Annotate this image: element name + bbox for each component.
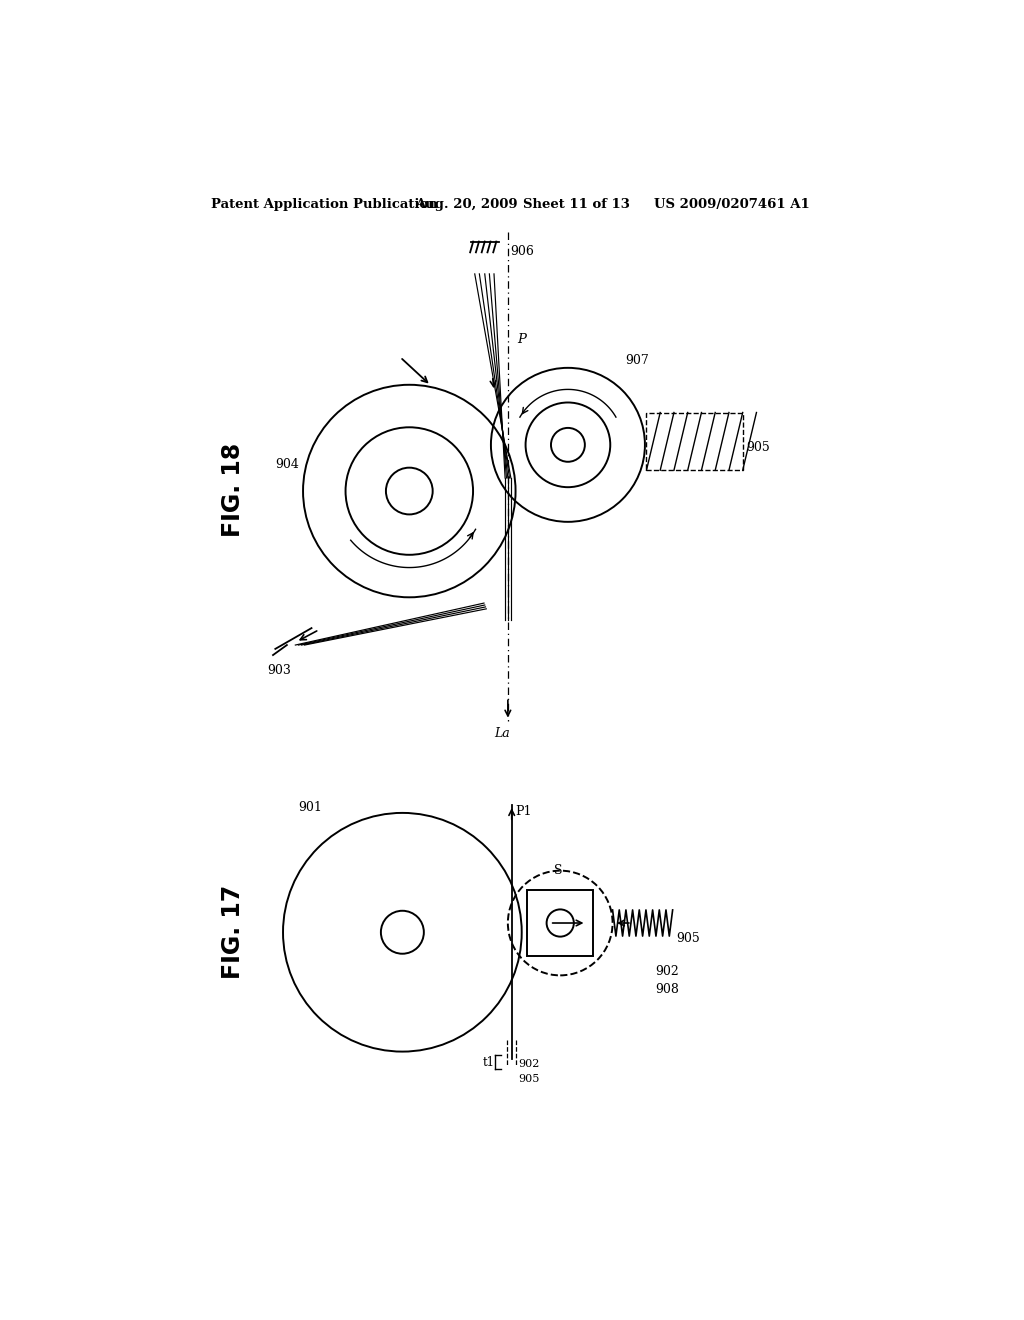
Text: Sheet 11 of 13: Sheet 11 of 13: [523, 198, 630, 211]
Bar: [527, 890, 593, 956]
Text: t1: t1: [482, 1056, 495, 1069]
Text: 906: 906: [510, 244, 535, 257]
Text: FIG. 17: FIG. 17: [221, 886, 246, 979]
Text: 905: 905: [518, 1074, 540, 1084]
Text: 907: 907: [626, 354, 649, 367]
Text: 902: 902: [518, 1059, 540, 1069]
Text: 905: 905: [746, 441, 770, 454]
Text: 901: 901: [298, 801, 323, 814]
Text: 905: 905: [677, 932, 700, 945]
Text: 908: 908: [655, 982, 679, 995]
Bar: [646, 412, 742, 470]
Text: S: S: [554, 865, 562, 878]
Text: 902: 902: [655, 965, 679, 978]
Text: La: La: [494, 726, 510, 739]
Text: Patent Application Publication: Patent Application Publication: [211, 198, 438, 211]
Text: 903: 903: [267, 664, 292, 677]
Text: P1: P1: [515, 805, 531, 818]
Text: P: P: [517, 333, 526, 346]
Text: 904: 904: [275, 458, 299, 471]
Text: FIG. 18: FIG. 18: [221, 442, 246, 537]
Text: Aug. 20, 2009: Aug. 20, 2009: [416, 198, 518, 211]
Text: US 2009/0207461 A1: US 2009/0207461 A1: [654, 198, 810, 211]
